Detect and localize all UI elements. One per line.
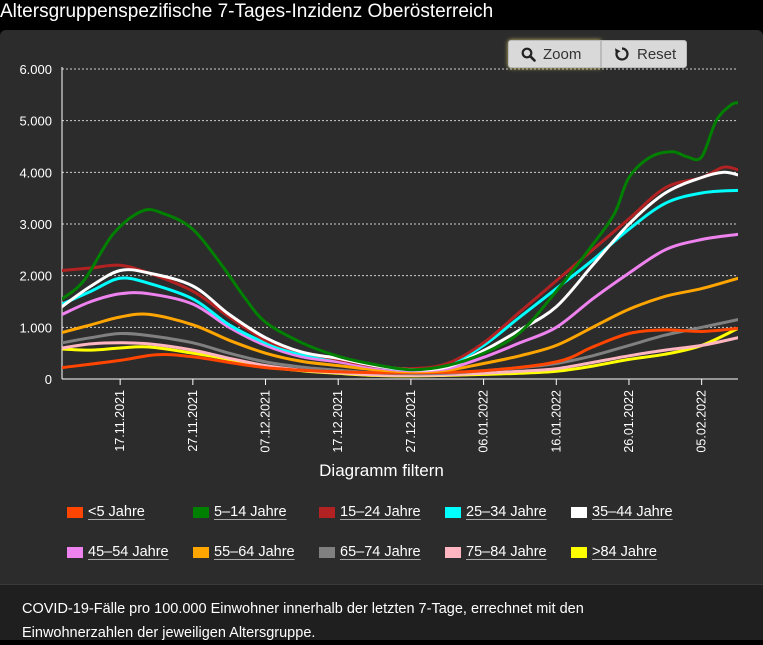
legend-label: 55–64 Jahre (214, 544, 295, 560)
legend-label: 65–74 Jahre (340, 544, 421, 560)
legend-item[interactable]: 75–84 Jahre (445, 542, 547, 562)
zoom-button[interactable]: Zoom (508, 40, 601, 68)
y-tick-label: 1.000 (19, 320, 52, 335)
legend-swatch (193, 546, 209, 558)
refresh-icon (614, 46, 630, 62)
x-tick-label: 16.01.2022 (549, 390, 563, 453)
legend-item[interactable]: 55–64 Jahre (193, 542, 295, 562)
legend-item[interactable]: <5 Jahre (67, 502, 145, 522)
y-tick-label: 3.000 (19, 217, 52, 232)
y-tick-label: 4.000 (19, 165, 52, 180)
footnote: COVID-19-Fälle pro 100.000 Einwohner inn… (0, 584, 763, 641)
x-tick-label: 17.11.2021 (113, 390, 127, 452)
legend-item[interactable]: 45–54 Jahre (67, 542, 169, 562)
legend-item[interactable]: 15–24 Jahre (319, 502, 421, 522)
x-tick-label: 26.01.2022 (622, 390, 636, 453)
reset-label: Reset (637, 45, 677, 63)
legend-label: <5 Jahre (88, 504, 145, 520)
legend-swatch (445, 506, 461, 518)
legend-swatch (319, 546, 335, 558)
legend-swatch (67, 546, 83, 558)
legend-label: 35–44 Jahre (592, 504, 673, 520)
legend-item[interactable]: 25–34 Jahre (445, 502, 547, 522)
legend-item[interactable]: 65–74 Jahre (319, 542, 421, 562)
y-tick-label: 2.000 (19, 269, 52, 284)
legend-item[interactable]: 5–14 Jahre (193, 502, 287, 522)
legend-item[interactable]: >84 Jahre (571, 542, 657, 562)
legend-swatch (571, 506, 587, 518)
zoom-label: Zoom (543, 45, 582, 63)
legend-label: >84 Jahre (592, 544, 657, 560)
legend-swatch (319, 506, 335, 518)
x-tick-label: 27.12.2021 (404, 390, 418, 453)
legend-label: 25–34 Jahre (466, 504, 547, 520)
chart-title: Altersgruppenspezifische 7-Tages-Inziden… (0, 1, 494, 22)
legend-label: 45–54 Jahre (88, 544, 169, 560)
legend-label: 75–84 Jahre (466, 544, 547, 560)
legend-swatch (445, 546, 461, 558)
reset-button[interactable]: Reset (601, 40, 687, 68)
y-tick-label: 5.000 (19, 114, 52, 129)
magnifier-icon (521, 47, 536, 62)
x-tick-label: 27.11.2021 (186, 390, 200, 452)
x-tick-label: 17.12.2021 (331, 390, 345, 453)
legend-title: Diagramm filtern (319, 461, 444, 480)
y-tick-label: 6.000 (19, 62, 52, 77)
series-line (62, 326, 738, 375)
x-tick-label: 07.12.2021 (259, 390, 273, 453)
x-tick-label: 05.02.2022 (695, 390, 709, 453)
legend-label: 15–24 Jahre (340, 504, 421, 520)
x-tick-label: 06.01.2022 (477, 390, 491, 453)
legend-swatch (67, 506, 83, 518)
legend-label: 5–14 Jahre (214, 504, 287, 520)
legend-swatch (571, 546, 587, 558)
footnote-line: Einwohnerzahlen der jeweiligen Altersgru… (22, 625, 316, 641)
legend-swatch (193, 506, 209, 518)
line-chart: 0 1.000 2.000 3.000 4.000 5.000 6.000 17.11.202… (19, 62, 738, 453)
series-line (62, 101, 738, 372)
y-tick-label: 0 (45, 372, 52, 387)
legend-item[interactable]: 35–44 Jahre (571, 502, 673, 522)
series-line (62, 170, 738, 372)
series-line (62, 336, 738, 377)
footnote-line: COVID-19-Fälle pro 100.000 Einwohner inn… (22, 601, 584, 617)
series-line (62, 232, 738, 373)
